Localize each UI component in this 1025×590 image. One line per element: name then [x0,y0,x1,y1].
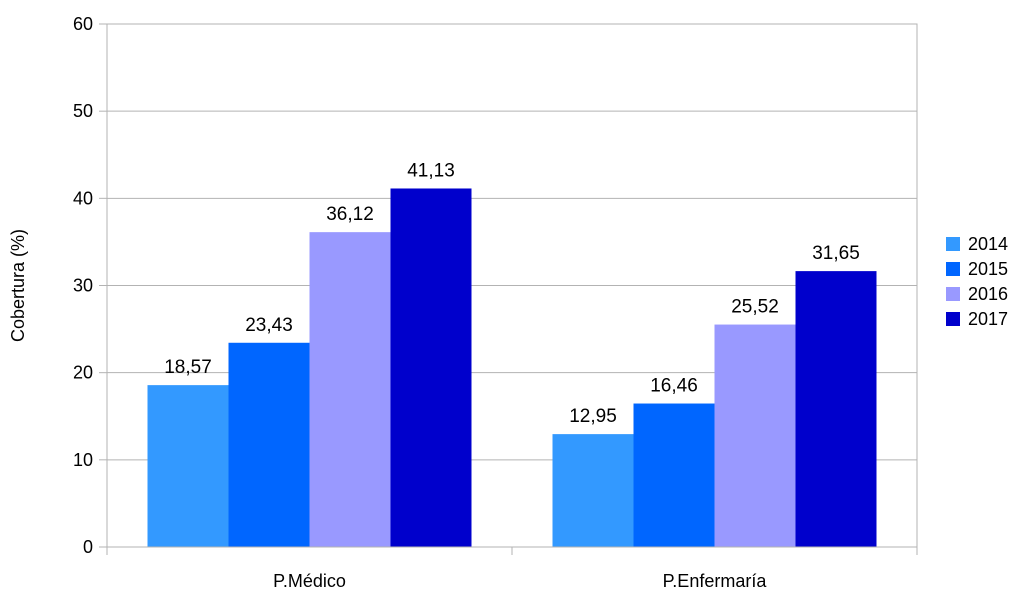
legend: 2014 2015 2016 2017 [946,234,1008,329]
legend-swatch-2014 [946,237,960,251]
legend-label-2016: 2016 [968,284,1008,304]
bar-2015-2 [633,403,715,547]
x-tick-label: P.Enfermaría [663,571,768,590]
bar-2017-2 [795,271,877,547]
legend-label-2014: 2014 [968,234,1008,254]
bars [147,188,877,548]
bar-2015-1 [228,342,310,547]
bar-2017-1 [390,188,472,547]
data-label: 18,57 [164,357,212,378]
x-tick-labels: P.Médico P.Enfermaría [273,571,767,590]
bar-2014-1 [147,385,229,547]
data-label: 36,12 [326,204,374,225]
data-label: 25,52 [731,297,779,318]
bar-2016-2 [714,324,796,547]
legend-label-2017: 2017 [968,309,1008,329]
legend-swatch-2016 [946,287,960,301]
y-tick-label: 0 [83,537,93,557]
y-tick-label: 10 [73,450,93,470]
y-tick-label: 40 [73,188,93,208]
data-label: 23,43 [245,315,293,336]
legend-label-2015: 2015 [968,259,1008,279]
bar-2016-1 [309,232,391,548]
data-label: 16,46 [650,376,698,397]
legend-swatch-2017 [946,312,960,326]
bar-2014-2 [552,434,634,547]
y-tick-labels: 0 10 20 30 40 50 60 [73,14,93,557]
y-tick-label: 20 [73,363,93,383]
x-tick-label: P.Médico [273,571,346,590]
data-label: 31,65 [812,243,860,264]
legend-swatch-2015 [946,262,960,276]
y-tick-label: 50 [73,101,93,121]
y-tick-label: 60 [73,14,93,34]
data-label: 12,95 [569,406,617,427]
y-tick-label: 30 [73,276,93,296]
axes [99,23,918,555]
data-labels: 18,57 23,43 36,12 41,13 12,95 16,46 25,52 31,65 [164,160,860,427]
data-label: 41,13 [407,160,455,181]
y-axis-title: Cobertura (%) [8,229,28,342]
